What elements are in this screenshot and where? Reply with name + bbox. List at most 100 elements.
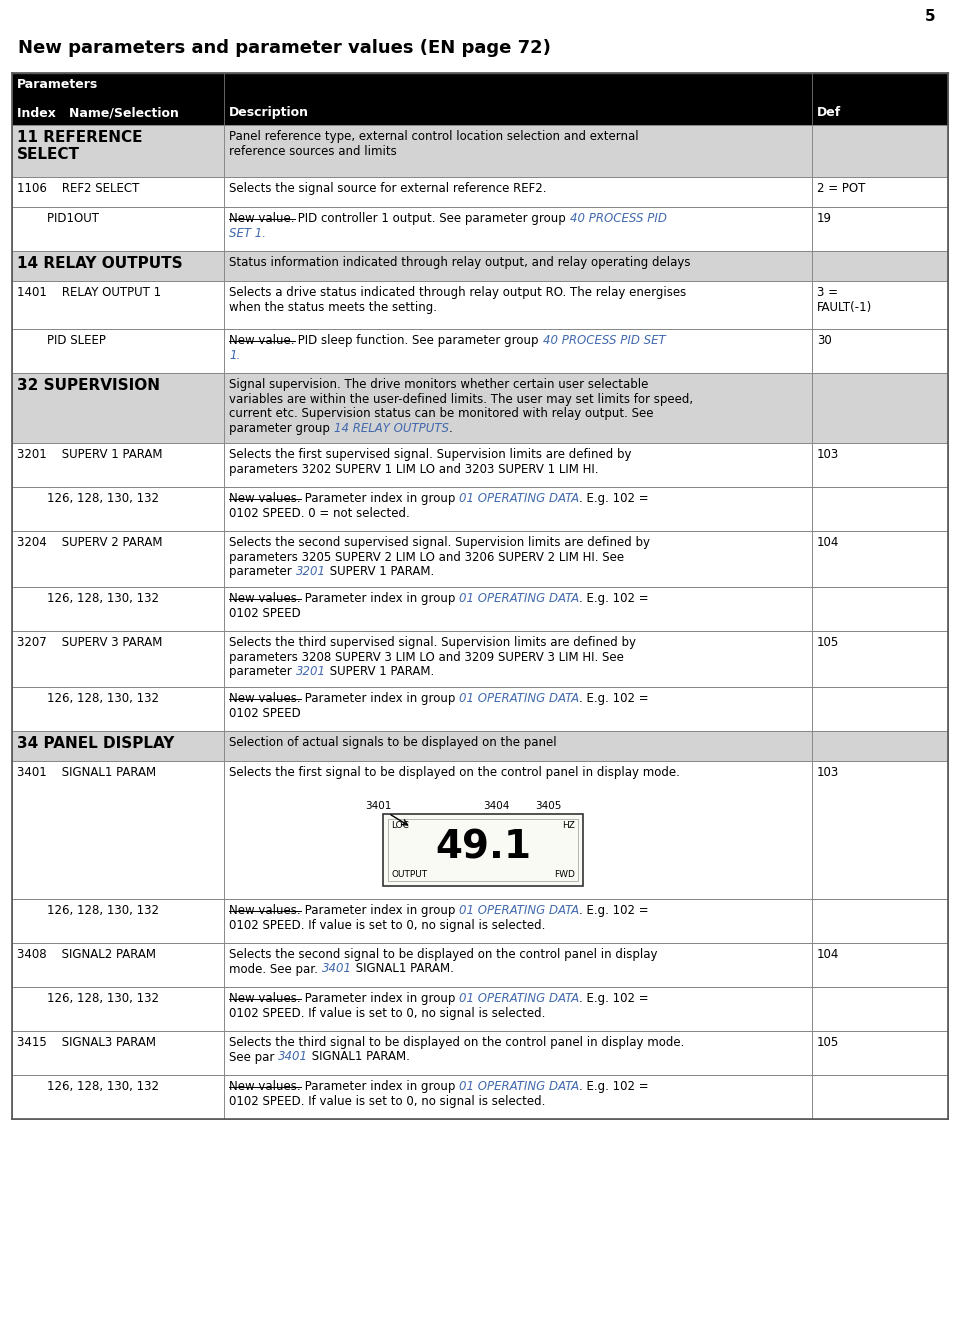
Text: 34 PANEL DISPLAY: 34 PANEL DISPLAY	[17, 736, 175, 751]
Text: OUTPUT: OUTPUT	[392, 870, 427, 880]
Text: Selects the first supervised signal. Supervision limits are defined by: Selects the first supervised signal. Sup…	[229, 448, 632, 461]
Text: 11 REFERENCE
SELECT: 11 REFERENCE SELECT	[17, 130, 142, 162]
Text: 3207    SUPERV 3 PARAM: 3207 SUPERV 3 PARAM	[17, 636, 162, 649]
Bar	[383, 814, 584, 886]
Text: 01 OPERATING DATA: 01 OPERATING DATA	[459, 591, 579, 605]
Text: Panel reference type, external control location selection and external: Panel reference type, external control l…	[229, 130, 638, 143]
Text: Index   Name/Selection: Index Name/Selection	[17, 106, 179, 119]
Text: 14 RELAY OUTPUTS: 14 RELAY OUTPUTS	[334, 421, 448, 434]
Text: SET 1.: SET 1.	[229, 227, 266, 240]
Text: 3204    SUPERV 2 PARAM: 3204 SUPERV 2 PARAM	[17, 536, 162, 548]
Bar	[12, 282, 948, 329]
Text: HZ: HZ	[563, 821, 575, 830]
Text: 2 = POT: 2 = POT	[817, 182, 865, 194]
Text: See par: See par	[229, 1050, 278, 1063]
Text: 3201    SUPERV 1 PARAM: 3201 SUPERV 1 PARAM	[17, 448, 162, 461]
Bar	[12, 329, 948, 373]
Bar	[12, 207, 948, 251]
Text: Parameter index in group: Parameter index in group	[300, 904, 459, 917]
Text: 105: 105	[817, 636, 839, 649]
Text: 01 OPERATING DATA: 01 OPERATING DATA	[459, 904, 579, 917]
Text: New values.: New values.	[229, 1080, 300, 1093]
Text: when the status meets the setting.: when the status meets the setting.	[229, 300, 437, 314]
Text: . E.g. 102 =: . E.g. 102 =	[579, 591, 649, 605]
Text: parameters 3208 SUPERV 3 LIM LO and 3209 SUPERV 3 LIM HI. See: parameters 3208 SUPERV 3 LIM LO and 3209…	[229, 650, 624, 664]
Text: New value.: New value.	[229, 212, 295, 225]
Text: SUPERV 1 PARAM.: SUPERV 1 PARAM.	[325, 565, 434, 578]
Text: 5: 5	[925, 9, 936, 24]
Bar	[12, 587, 948, 632]
Text: .: .	[448, 421, 452, 434]
Text: 01 OPERATING DATA: 01 OPERATING DATA	[459, 1080, 579, 1093]
Text: parameters 3205 SUPERV 2 LIM LO and 3206 SUPERV 2 LIM HI. See: parameters 3205 SUPERV 2 LIM LO and 3206…	[229, 551, 624, 563]
Bar	[12, 987, 948, 1031]
Text: 01 OPERATING DATA: 01 OPERATING DATA	[459, 492, 579, 506]
Bar	[12, 373, 948, 443]
Text: 1106    REF2 SELECT: 1106 REF2 SELECT	[17, 182, 139, 194]
Bar	[12, 443, 948, 487]
Text: 3 =
FAULT(-1): 3 = FAULT(-1)	[817, 286, 873, 314]
Text: 3404: 3404	[483, 802, 510, 811]
Text: Parameter index in group: Parameter index in group	[300, 692, 459, 705]
Text: 49.1: 49.1	[435, 829, 531, 866]
Text: 19: 19	[817, 212, 832, 225]
Text: 14 RELAY OUTPUTS: 14 RELAY OUTPUTS	[17, 256, 182, 271]
Text: Parameter index in group: Parameter index in group	[300, 591, 459, 605]
Text: Selects a drive status indicated through relay output RO. The relay energises: Selects a drive status indicated through…	[229, 286, 686, 299]
Text: Status information indicated through relay output, and relay operating delays: Status information indicated through rel…	[229, 256, 690, 270]
Text: 3408    SIGNAL2 PARAM: 3408 SIGNAL2 PARAM	[17, 948, 156, 961]
Text: 0102 SPEED: 0102 SPEED	[229, 606, 300, 620]
Text: 126, 128, 130, 132: 126, 128, 130, 132	[17, 692, 159, 705]
Text: 1.: 1.	[229, 349, 240, 362]
Text: 3401: 3401	[366, 802, 392, 811]
Text: SUPERV 1 PARAM.: SUPERV 1 PARAM.	[325, 665, 434, 679]
Text: 3405: 3405	[536, 802, 562, 811]
Text: PID controller 1 output. See parameter group: PID controller 1 output. See parameter g…	[295, 212, 570, 225]
Text: Parameter index in group: Parameter index in group	[300, 492, 459, 506]
Text: reference sources and limits: reference sources and limits	[229, 145, 396, 157]
Text: Selects the third signal to be displayed on the control panel in display mode.: Selects the third signal to be displayed…	[229, 1037, 684, 1049]
Text: 3201: 3201	[296, 565, 325, 578]
Bar	[12, 898, 948, 943]
Bar	[12, 177, 948, 207]
Text: PID1OUT: PID1OUT	[17, 212, 99, 225]
Text: Selects the first signal to be displayed on the control panel in display mode.: Selects the first signal to be displayed…	[229, 766, 680, 779]
Bar	[12, 487, 948, 531]
Text: New values.: New values.	[229, 591, 300, 605]
Text: . E.g. 102 =: . E.g. 102 =	[579, 492, 649, 506]
Text: 104: 104	[817, 948, 839, 961]
Bar	[12, 125, 948, 177]
Bar	[12, 531, 948, 587]
Text: New values.: New values.	[229, 904, 300, 917]
Text: Def: Def	[817, 106, 841, 119]
Text: parameter: parameter	[229, 665, 296, 679]
Text: 3401: 3401	[278, 1050, 308, 1063]
Text: 01 OPERATING DATA: 01 OPERATING DATA	[459, 992, 579, 1004]
Text: 0102 SPEED: 0102 SPEED	[229, 707, 300, 720]
Text: 3401    SIGNAL1 PARAM: 3401 SIGNAL1 PARAM	[17, 766, 156, 779]
Bar	[12, 731, 948, 760]
Bar	[12, 632, 948, 687]
Text: 0102 SPEED. If value is set to 0, no signal is selected.: 0102 SPEED. If value is set to 0, no sig…	[229, 919, 545, 932]
Bar	[12, 943, 948, 987]
Text: 01 OPERATING DATA: 01 OPERATING DATA	[459, 692, 579, 705]
Text: 126, 128, 130, 132: 126, 128, 130, 132	[17, 992, 159, 1004]
Text: 0102 SPEED. If value is set to 0, no signal is selected.: 0102 SPEED. If value is set to 0, no sig…	[229, 1007, 545, 1019]
Text: 3415    SIGNAL3 PARAM: 3415 SIGNAL3 PARAM	[17, 1037, 156, 1049]
Text: New value.: New value.	[229, 334, 295, 347]
Bar	[12, 1031, 948, 1075]
Text: 126, 128, 130, 132: 126, 128, 130, 132	[17, 1080, 159, 1093]
Text: Selects the second supervised signal. Supervision limits are defined by: Selects the second supervised signal. Su…	[229, 536, 650, 548]
Text: 40 PROCESS PID: 40 PROCESS PID	[570, 212, 667, 225]
Text: 126, 128, 130, 132: 126, 128, 130, 132	[17, 591, 159, 605]
Bar	[12, 72, 948, 125]
Text: 126, 128, 130, 132: 126, 128, 130, 132	[17, 492, 159, 506]
Text: New values.: New values.	[229, 992, 300, 1004]
Text: PID SLEEP: PID SLEEP	[17, 334, 106, 347]
Text: New parameters and parameter values (EN page 72): New parameters and parameter values (EN …	[18, 39, 551, 58]
Text: LOC: LOC	[392, 821, 409, 830]
Text: SIGNAL1 PARAM.: SIGNAL1 PARAM.	[351, 963, 453, 975]
Bar	[12, 251, 948, 282]
Text: SIGNAL1 PARAM.: SIGNAL1 PARAM.	[308, 1050, 410, 1063]
Text: current etc. Supervision status can be monitored with relay output. See: current etc. Supervision status can be m…	[229, 408, 654, 420]
